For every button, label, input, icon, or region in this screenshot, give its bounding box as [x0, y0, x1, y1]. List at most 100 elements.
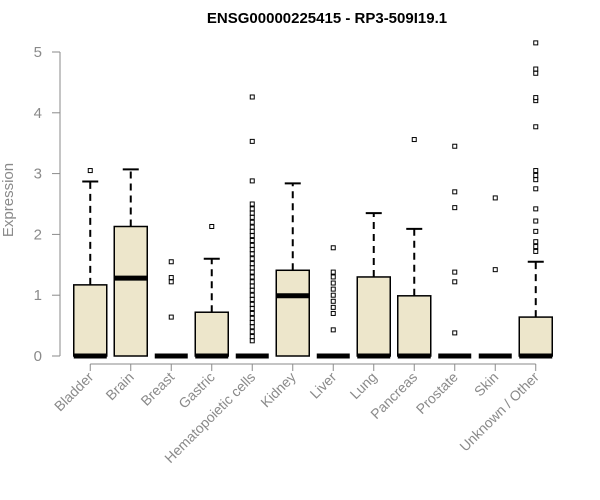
box-group [73, 40, 553, 359]
outlier-point [452, 189, 458, 195]
outlier-point [249, 224, 255, 230]
box-rect [518, 316, 553, 357]
outlier-point [249, 261, 255, 267]
outlier-point [249, 283, 255, 289]
y-axis-label: Expression [0, 163, 17, 237]
outlier-point [492, 267, 498, 273]
x-tick-label: Lung [347, 369, 380, 402]
outlier-point [533, 124, 539, 130]
outlier-point [533, 186, 539, 192]
box-rect [356, 276, 391, 357]
y-axis: 0 1 2 3 4 5 [34, 44, 61, 365]
outlier-point [330, 286, 336, 292]
outlier-point [533, 70, 539, 76]
outlier-point [249, 201, 255, 207]
outlier-point [249, 247, 255, 253]
y-tick-label: 3 [34, 166, 42, 183]
x-tick-label: Breast [137, 369, 177, 409]
y-tick-label: 0 [34, 348, 42, 365]
outlier-point [249, 296, 255, 302]
outlier-point [249, 310, 255, 316]
chart-title: ENSG00000225415 - RP3-509I19.1 [207, 10, 447, 27]
outlier-point [330, 310, 336, 316]
outlier-point [452, 330, 458, 336]
x-tick-label: Kidney [257, 369, 299, 411]
outlier-point [330, 269, 336, 275]
outlier-point [533, 218, 539, 224]
box-kidney [275, 182, 310, 357]
outlier-point [533, 40, 539, 46]
outlier-point [533, 172, 539, 178]
outlier-point [249, 206, 255, 212]
outlier-point [330, 292, 336, 298]
x-tick-label: Brain [102, 369, 136, 403]
outlier-point [249, 265, 255, 271]
outlier-point [452, 205, 458, 211]
box-rect [275, 269, 310, 357]
x-tick-label: Bladder [51, 369, 97, 415]
outlier-point [249, 292, 255, 298]
y-tick-label: 5 [34, 44, 42, 61]
outlier-point [533, 168, 539, 174]
outlier-point [249, 279, 255, 285]
box-rect [194, 311, 229, 357]
outlier-point [249, 251, 255, 257]
outlier-point [249, 320, 255, 326]
outlier-point [533, 228, 539, 234]
outlier-point [330, 298, 336, 304]
box-liver [316, 245, 350, 359]
outlier-point [533, 248, 539, 254]
outlier-point [249, 306, 255, 312]
outlier-point [249, 301, 255, 307]
outlier-point [249, 214, 255, 220]
x-tick-label: Liver [307, 369, 340, 402]
box-skin [478, 195, 512, 359]
x-tick-label: Skin [471, 369, 502, 400]
outlier-point [533, 95, 539, 101]
box-pancreas [397, 137, 432, 359]
outlier-point [492, 195, 498, 201]
box-gastric [194, 223, 229, 359]
box-rect [397, 295, 432, 357]
outlier-point [249, 228, 255, 234]
box-rect [113, 225, 148, 357]
outlier-point [249, 287, 255, 293]
box-brain [113, 168, 148, 357]
y-tick-label: 2 [34, 226, 42, 243]
y-tick-label: 4 [34, 105, 42, 122]
box-rect [73, 284, 108, 357]
outlier-point [533, 206, 539, 212]
outlier-point [330, 274, 336, 280]
outlier-point [533, 177, 539, 183]
outlier-point [330, 280, 336, 286]
outlier-point [249, 269, 255, 275]
outlier-point [330, 304, 336, 310]
outlier-point [452, 279, 458, 285]
outlier-point [249, 138, 255, 144]
outlier-point [533, 66, 539, 72]
outlier-point [452, 269, 458, 275]
box-bladder [73, 168, 108, 359]
outlier-point [168, 314, 174, 320]
y-tick-label: 1 [34, 287, 42, 304]
box-prostate [438, 143, 472, 359]
outlier-point [249, 242, 255, 248]
outlier-point [533, 244, 539, 250]
outlier-point [411, 137, 417, 143]
outlier-point [330, 327, 336, 333]
x-tick-label: Prostate [413, 369, 461, 417]
outlier-point [452, 143, 458, 149]
box-breast [154, 259, 188, 359]
outlier-point [249, 256, 255, 262]
outlier-point [249, 338, 255, 344]
outlier-point [87, 168, 93, 174]
box-lung [356, 212, 391, 359]
outlier-point [249, 315, 255, 321]
outlier-point [249, 334, 255, 340]
outlier-point [249, 219, 255, 225]
outlier-point [168, 279, 174, 285]
outlier-point [249, 329, 255, 335]
outlier-point [168, 259, 174, 265]
